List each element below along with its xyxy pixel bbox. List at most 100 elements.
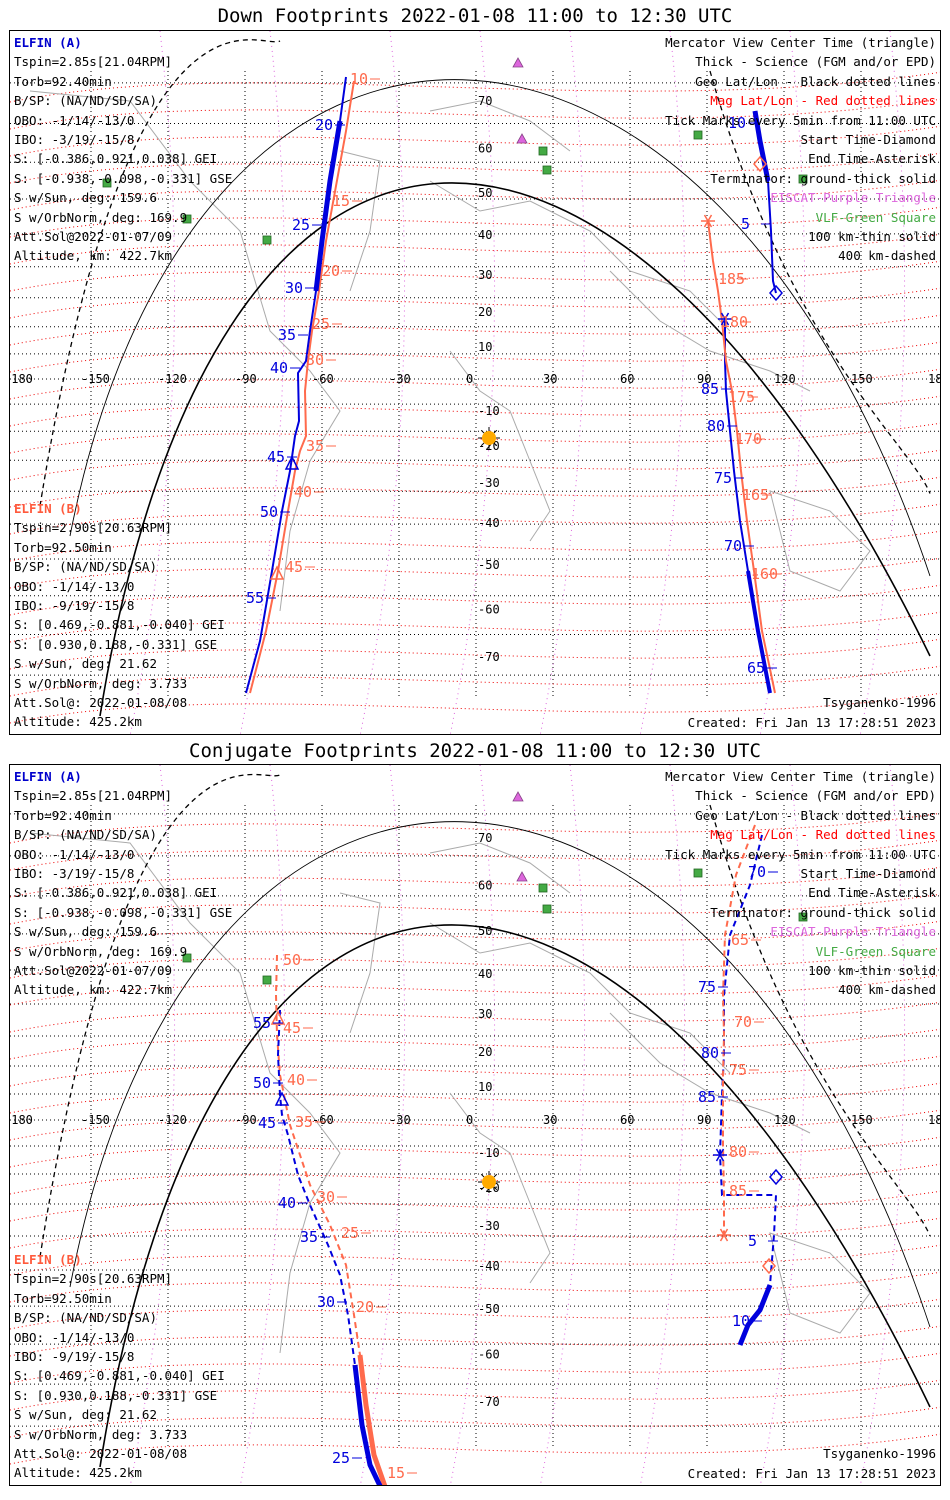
- b-time-label: 25: [312, 315, 330, 333]
- mag-parallel: [10, 1136, 940, 1168]
- lon-tick-label: -180: [10, 1113, 33, 1127]
- elfin-a-line: S: [-0.938,-0.098,-0.331] GSE: [14, 904, 233, 920]
- elfin-b-center-triangle-icon: [269, 565, 285, 580]
- a-time-label: 55: [246, 589, 264, 607]
- b-time-label: 65: [731, 931, 749, 949]
- vlf-square-icon: [693, 130, 703, 140]
- a-time-label: 85: [698, 1088, 716, 1106]
- down-footprints-map: -180 -150 -120 -90 -60 -30 0 30 60 90 120 150 180 70 6…: [9, 30, 941, 735]
- elfin-b-line: S: [0.469,-0.881,-0.040] GEI: [14, 617, 225, 633]
- mag-parallel: [10, 233, 940, 265]
- a-time-label: 40: [270, 359, 288, 377]
- lat-tick-label: 10: [478, 1080, 492, 1094]
- mag-parallel: [10, 920, 940, 952]
- mag-parallel: [10, 866, 940, 898]
- mag-parallel: [10, 125, 940, 157]
- elfin-b-line: S: [0.930,0.188,-0.331] GSE: [14, 636, 218, 652]
- elfin-a-line: Torb=92.40min: [14, 807, 112, 823]
- elfin-a-line: S w/Sun, deg: 159.6: [14, 190, 157, 206]
- a-time-label: 20: [315, 116, 333, 134]
- eiscat-triangle-icon: [516, 871, 528, 882]
- elfin-a-line: S: [-0.386,0.921,0.038] GEI: [14, 885, 218, 901]
- lon-tick-label: -30: [389, 372, 411, 386]
- elfin-a-line: Altitude, km: 422.7km: [14, 982, 173, 998]
- legend-start: Start Time-Diamond: [800, 132, 936, 148]
- elfin-b-line: IBO: -9/19/-15/8: [14, 1349, 135, 1365]
- mag-meridian: [129, 31, 176, 734]
- lat-tick-label: -30: [478, 476, 500, 490]
- mag-parallel: [10, 1163, 940, 1195]
- b-time-label: 180: [721, 313, 748, 331]
- coastline: [449, 1092, 551, 1284]
- elfin-a-header: ELFIN (A): [14, 35, 82, 50]
- mag-parallel: [10, 974, 940, 1006]
- elfin-b-line: S w/OrbNorm, deg: 3.733: [14, 1426, 188, 1442]
- sun-icon: [478, 1171, 500, 1193]
- lon-tick-label: 180: [928, 1113, 941, 1127]
- lon-tick-label: -150: [81, 1113, 110, 1127]
- b-time-label: 20: [322, 262, 340, 280]
- elfin-b-line: Tspin=2.90s[20.63RPM]: [14, 520, 173, 536]
- coastlines: [29, 90, 871, 612]
- a-time-label: 35: [300, 1228, 318, 1246]
- map-canvas: -180 -150 -120 -90 -60 -30 0 30 60 90 120 150 180 70 6…: [10, 765, 941, 1485]
- elfin-a-line: Att.Sol@2022-01-07/09: [14, 963, 173, 979]
- mag-meridian: [359, 31, 406, 734]
- elfin-a-line: S: [-0.938,-0.098,-0.331] GSE: [14, 170, 233, 186]
- lon-tick-label: 120: [774, 1113, 796, 1127]
- elfin-b-end-asterisk-icon: [717, 1228, 731, 1242]
- elfin-a-end-asterisk-icon: [718, 312, 732, 326]
- elfin-a-line: IBO: -3/19/-15/8: [14, 132, 135, 148]
- lon-tick-label: 120: [774, 372, 796, 386]
- created-label: Created: Fri Jan 13 17:28:51 2023: [687, 1466, 936, 1481]
- b-time-label: 30: [306, 351, 324, 369]
- coastline: [769, 490, 871, 592]
- vlf-square-icon: [262, 975, 272, 985]
- elfin-a-science-east: [746, 570, 772, 694]
- a-time-label: 25: [332, 1449, 350, 1467]
- legend-thick: Thick - Science (FGM and/or EPD): [695, 54, 936, 70]
- legend-geo: Geo Lat/Lon - Black dotted lines: [695, 807, 936, 823]
- mag-meridian: [539, 31, 586, 734]
- mag-parallel: [10, 812, 940, 844]
- coastline: [429, 842, 571, 894]
- a-time-label: 50: [260, 503, 278, 521]
- lon-tick-label: 90: [697, 1113, 711, 1127]
- lat-tick-label: 20: [478, 1045, 492, 1059]
- mag-parallel: [10, 1217, 940, 1249]
- elfin-b-line: S: [0.469,-0.881,-0.040] GEI: [14, 1368, 225, 1384]
- elfin-b-line: Tspin=2.90s[20.63RPM]: [14, 1271, 173, 1287]
- b-time-label: 45: [283, 1019, 301, 1037]
- b-time-label: 25: [341, 1224, 359, 1242]
- b-time-label: 20: [356, 1298, 374, 1316]
- lon-tick-label: 150: [851, 1113, 873, 1127]
- lat-tick-label: -40: [478, 516, 500, 530]
- legend: Mercator View Center Time (triangle) Thi…: [665, 767, 936, 1000]
- coastline: [429, 180, 731, 332]
- lon-tick-label: -120: [158, 1113, 187, 1127]
- a-time-label: 70: [724, 537, 742, 555]
- elfin-a-science-north: [752, 110, 771, 182]
- model-label: Tsyganenko-1996: [823, 695, 936, 710]
- mag-parallel: [10, 395, 940, 427]
- lon-tick-label: 60: [620, 372, 634, 386]
- b-time-label: 35: [306, 437, 324, 455]
- mag-parallel: [10, 1298, 940, 1330]
- mag-parallel: [10, 1082, 940, 1114]
- elfin-b-line: IBO: -9/19/-15/8: [14, 598, 135, 614]
- elfin-b-info: ELFIN (B) Tspin=2.90s[20.63RPM] Torb=92.5…: [14, 1250, 225, 1483]
- mag-parallel: [10, 1244, 940, 1276]
- a-time-label: 45: [267, 448, 285, 466]
- lat-tick-label: -70: [478, 1395, 500, 1409]
- mag-parallel: [10, 1109, 940, 1141]
- mag-parallel: [10, 557, 940, 589]
- terminator-100km: [69, 821, 931, 1328]
- mag-parallel: [10, 692, 940, 724]
- lon-tick-label: 180: [928, 372, 941, 386]
- a-time-label: 85: [701, 380, 719, 398]
- legend-center: Mercator View Center Time (triangle): [665, 769, 936, 784]
- model-label: Tsyganenko-1996: [823, 1446, 936, 1461]
- a-time-label: 30: [317, 1293, 335, 1311]
- mag-meridian: [859, 31, 906, 734]
- mag-parallel: [10, 665, 940, 697]
